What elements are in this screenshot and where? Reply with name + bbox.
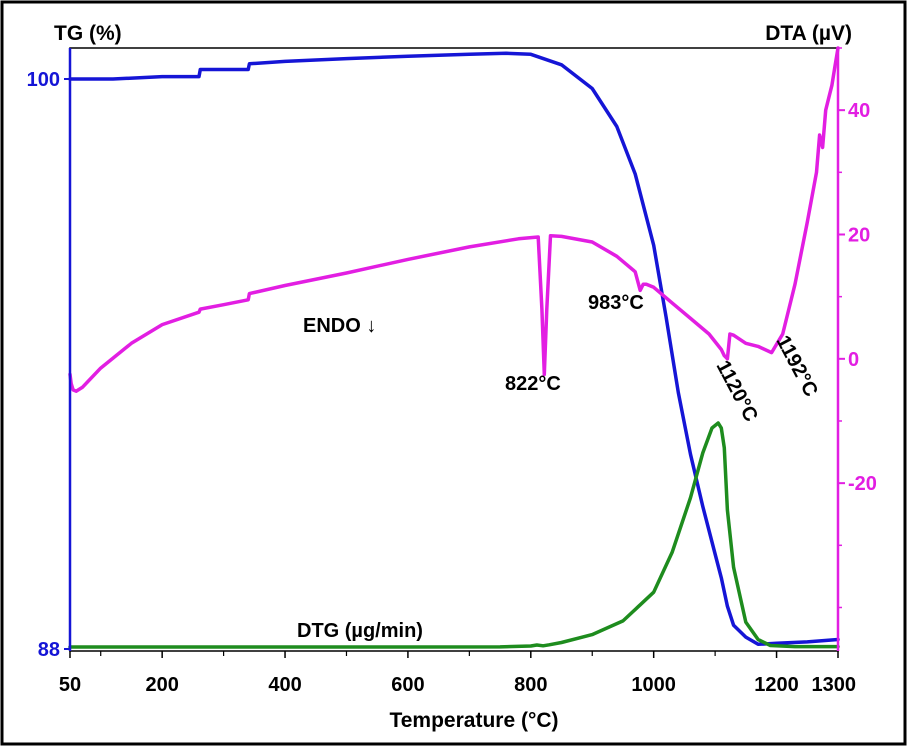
x-tick-label: 600 (391, 674, 424, 696)
x-tick-label: 800 (514, 674, 547, 696)
x-tick-label: 1300 (812, 674, 857, 696)
dtg-label: DTG (µg/min) (297, 620, 423, 642)
x-tick-label: 50 (59, 674, 81, 696)
series-dtg-line (68, 421, 840, 649)
x-tick-label: 400 (268, 674, 301, 696)
right-tick-label: 40 (848, 100, 870, 122)
left-axis-title: TG (%) (54, 22, 122, 45)
right-tick-label: 20 (848, 224, 870, 246)
peak-983-label: 983°C (588, 292, 644, 314)
series-dta-line (68, 46, 840, 393)
peak-822-label: 822°C (505, 373, 561, 395)
left-tick-label: 88 (38, 639, 60, 661)
right-tick-label: 0 (848, 349, 859, 371)
x-tick-label: 200 (145, 674, 178, 696)
series-tg-line (68, 51, 840, 647)
x-axis-title: Temperature (°C) (389, 709, 558, 732)
series-layer (68, 46, 840, 649)
endo-label: ENDO ↓ (303, 315, 376, 337)
right-axis-title: DTA (µV) (765, 22, 852, 45)
x-tick-label: 1000 (631, 674, 676, 696)
x-tick-label: 1200 (754, 674, 799, 696)
right-tick-label: -20 (848, 473, 877, 495)
left-tick-label: 100 (27, 69, 60, 91)
